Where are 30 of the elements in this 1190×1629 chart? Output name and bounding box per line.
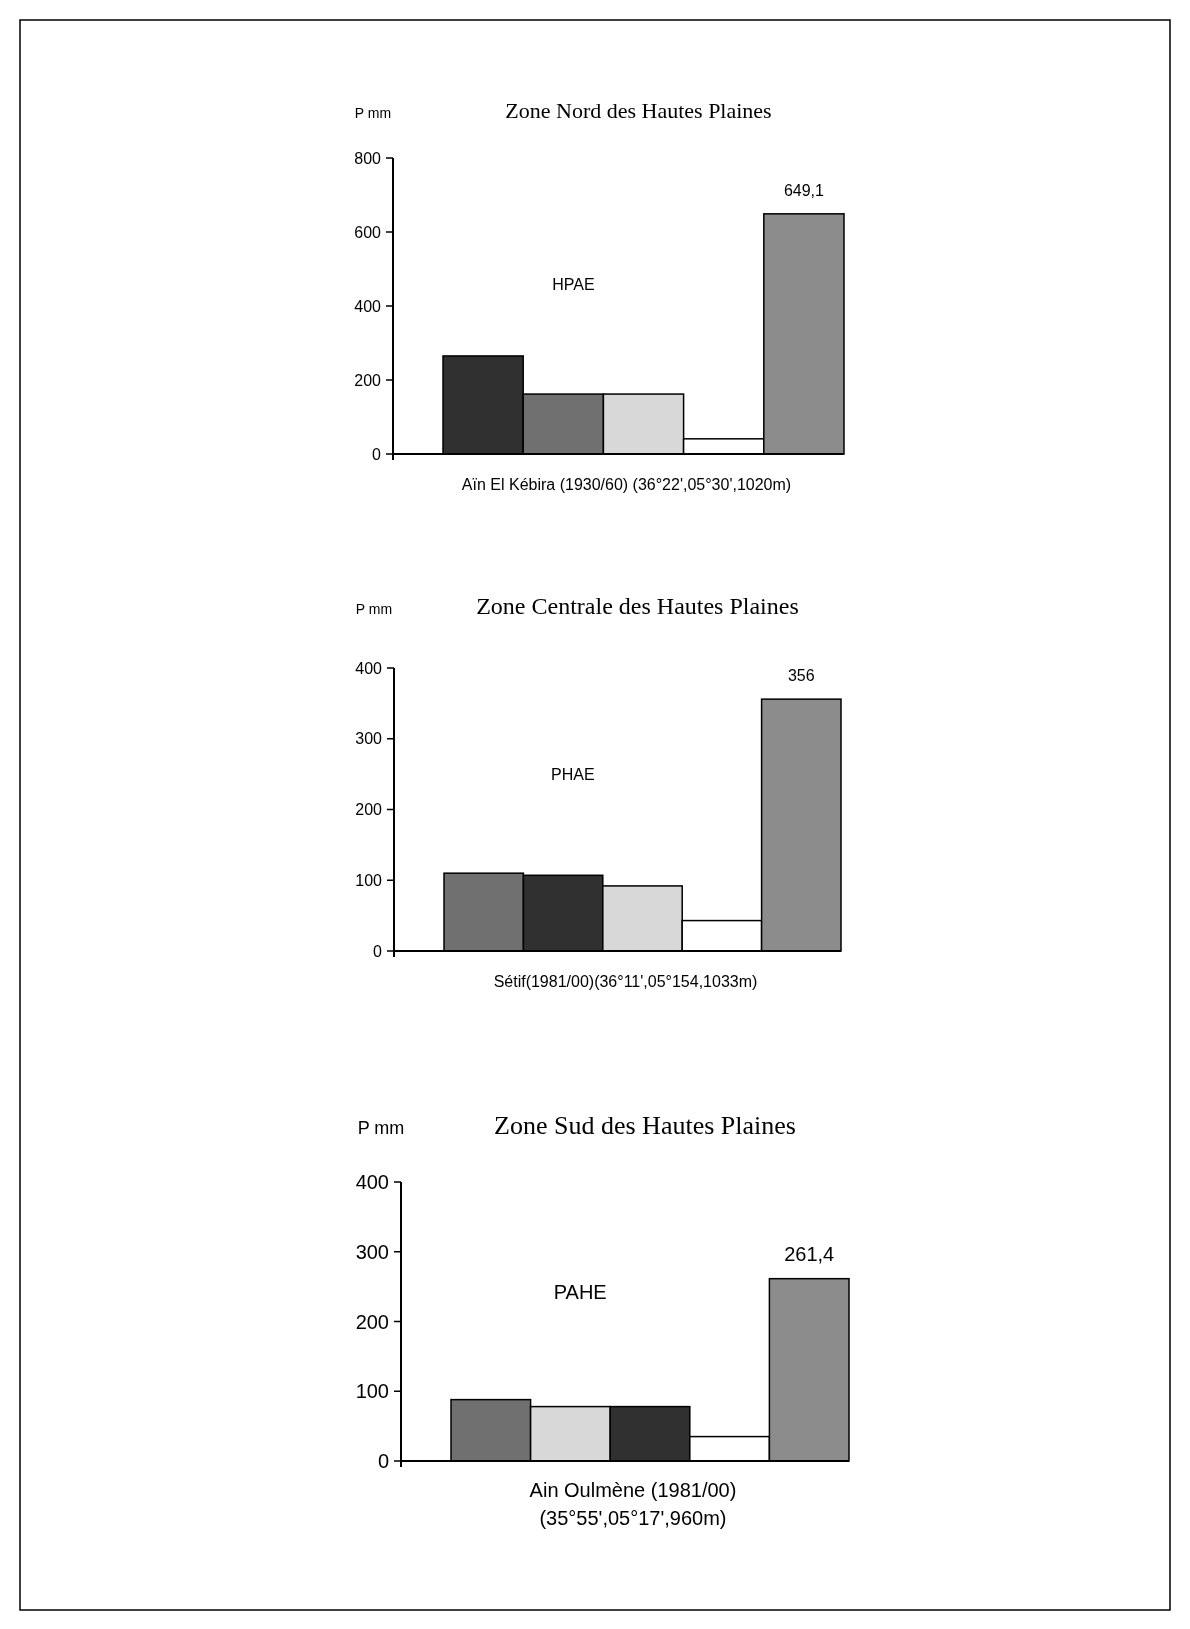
y-axis-title: P mm — [357, 1118, 405, 1138]
y-axis-title: P mm — [354, 105, 392, 121]
y-tick-label: 100 — [355, 871, 383, 889]
annotation: PHAE — [551, 766, 595, 783]
annotation: PAHE — [553, 1281, 607, 1303]
x-axis-title: Aïn El Kébira (1930/60) (36°22',05°30',1020m) — [461, 476, 792, 493]
chart-title: Zone Centrale des Hautes Plaines — [476, 593, 799, 619]
y-tick-label: 0 — [372, 445, 382, 463]
x-axis-title: Ain Oulmène (1981/00) (35°55',05°17',960m) — [529, 1479, 737, 1529]
y-tick-label: 200 — [355, 1310, 389, 1333]
y-tick-label: 800 — [354, 149, 382, 167]
y-tick-label: 0 — [377, 1450, 389, 1472]
data-label: 649,1 — [783, 181, 825, 199]
y-tick-label: 300 — [355, 730, 383, 748]
y-tick-label: 100 — [355, 1380, 389, 1403]
y-tick-label: 300 — [355, 1240, 389, 1263]
data-label: 356 — [787, 667, 815, 685]
chart-title: Zone Sud des Hautes Plaines — [494, 1111, 796, 1140]
annotation: HPAE — [552, 276, 595, 293]
y-tick-label: 200 — [354, 371, 382, 389]
y-tick-label: 0 — [373, 942, 383, 960]
x-axis-title: Sétif(1981/00)(36°11',05°154,1033m) — [493, 973, 758, 990]
y-tick-label: 400 — [355, 1171, 389, 1193]
y-axis-title: P mm — [355, 601, 393, 617]
data-label: 261,4 — [784, 1242, 835, 1265]
chart-title: Zone Nord des Hautes Plaines — [505, 98, 772, 123]
y-tick-label: 400 — [355, 659, 383, 677]
y-tick-label: 600 — [354, 223, 382, 241]
y-tick-label: 200 — [355, 801, 383, 819]
y-tick-label: 400 — [354, 297, 382, 315]
